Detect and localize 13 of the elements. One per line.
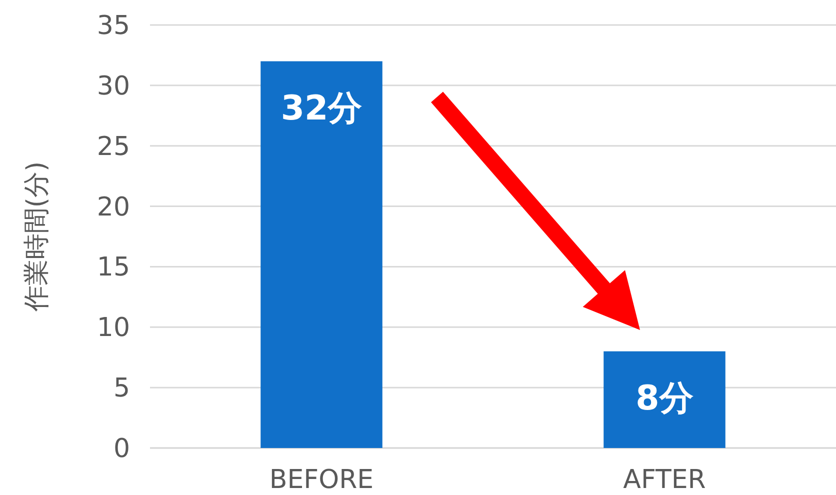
data-label: 32分 bbox=[280, 88, 362, 128]
y-tick-label: 30 bbox=[96, 71, 130, 102]
y-tick-label: 25 bbox=[96, 132, 130, 162]
y-tick-label: 5 bbox=[113, 374, 130, 404]
x-tick-label: AFTER bbox=[623, 465, 706, 495]
x-tick-label: BEFORE bbox=[269, 465, 374, 495]
y-tick-label: 35 bbox=[96, 11, 130, 41]
y-tick-label: 10 bbox=[96, 313, 130, 344]
y-tick-label: 15 bbox=[96, 252, 130, 283]
y-axis-title: 作業時間(分) bbox=[22, 161, 52, 313]
y-tick-label: 0 bbox=[113, 434, 130, 464]
y-tick-label: 20 bbox=[96, 192, 130, 222]
data-label: 8分 bbox=[636, 378, 694, 418]
